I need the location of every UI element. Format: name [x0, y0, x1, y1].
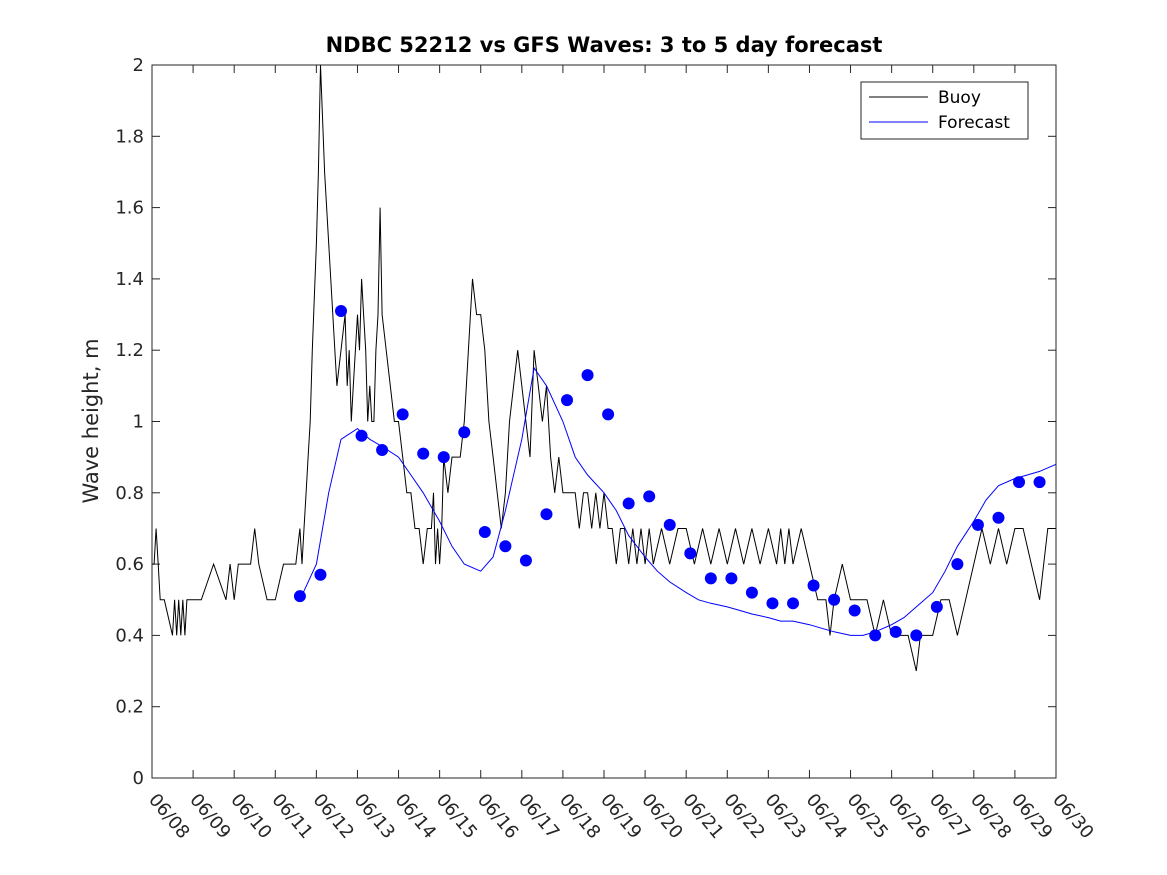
y-tick-label: 0	[133, 768, 144, 789]
forecast-marker	[417, 447, 430, 460]
forecast-marker	[622, 497, 635, 510]
forecast-marker	[869, 629, 882, 642]
forecast-marker	[643, 490, 656, 503]
forecast-marker	[314, 568, 327, 581]
forecast-marker	[335, 304, 348, 317]
forecast-marker	[396, 408, 409, 421]
forecast-marker	[581, 369, 594, 382]
forecast-marker	[663, 518, 676, 531]
forecast-marker	[766, 597, 779, 610]
forecast-marker	[602, 408, 615, 421]
forecast-marker	[293, 590, 306, 603]
forecast-marker	[951, 558, 964, 571]
forecast-marker	[561, 394, 574, 407]
y-tick-label: 1.2	[115, 340, 144, 361]
y-tick-label: 2	[133, 55, 144, 76]
forecast-marker	[376, 444, 389, 457]
plot-area	[152, 65, 1056, 778]
forecast-marker	[478, 526, 491, 539]
forecast-marker	[1033, 476, 1046, 489]
forecast-marker	[745, 586, 758, 599]
forecast-marker	[910, 629, 923, 642]
forecast-marker	[437, 451, 450, 464]
forecast-marker	[828, 593, 841, 606]
forecast-marker	[787, 597, 800, 610]
legend: Buoy Forecast	[860, 81, 1029, 140]
buoy-series-line	[152, 64, 1056, 672]
y-axis-ticks: 0 0.2 0.4 0.6 0.8 1 1.2 1.4 1.6 1.8 2	[115, 55, 1056, 789]
forecast-marker	[519, 554, 532, 567]
legend-buoy-label: Buoy	[938, 88, 981, 108]
forecast-marker	[971, 518, 984, 531]
y-tick-label: 1.6	[115, 198, 144, 219]
y-tick-label: 0.8	[115, 483, 144, 504]
y-tick-label: 0.4	[115, 625, 144, 646]
forecast-marker	[1013, 476, 1026, 489]
y-axis-label: Wave height, m	[79, 338, 103, 503]
forecast-marker	[725, 572, 738, 585]
y-tick-label: 1.4	[115, 269, 144, 290]
forecast-marker	[930, 600, 943, 613]
forecast-markers	[293, 304, 1046, 642]
forecast-marker	[704, 572, 717, 585]
forecast-marker	[889, 625, 902, 638]
y-tick-label: 1	[133, 412, 144, 433]
forecast-marker	[848, 604, 861, 617]
forecast-marker	[540, 508, 553, 521]
forecast-marker	[992, 511, 1005, 524]
plot-border	[151, 64, 1057, 779]
forecast-marker	[458, 426, 471, 439]
forecast-marker	[807, 579, 820, 592]
forecast-marker	[684, 547, 697, 560]
chart-title: NDBC 52212 vs GFS Waves: 3 to 5 day fore…	[326, 33, 883, 57]
legend-box	[860, 81, 1029, 140]
forecast-series-line	[299, 366, 1057, 636]
legend-forecast-label: Forecast	[938, 113, 1010, 133]
forecast-marker	[499, 540, 512, 553]
y-tick-label: 0.6	[115, 554, 144, 575]
y-tick-label: 0.2	[115, 697, 144, 718]
series-layer	[152, 64, 1057, 672]
y-tick-label: 1.8	[115, 126, 144, 147]
forecast-marker	[355, 429, 368, 442]
